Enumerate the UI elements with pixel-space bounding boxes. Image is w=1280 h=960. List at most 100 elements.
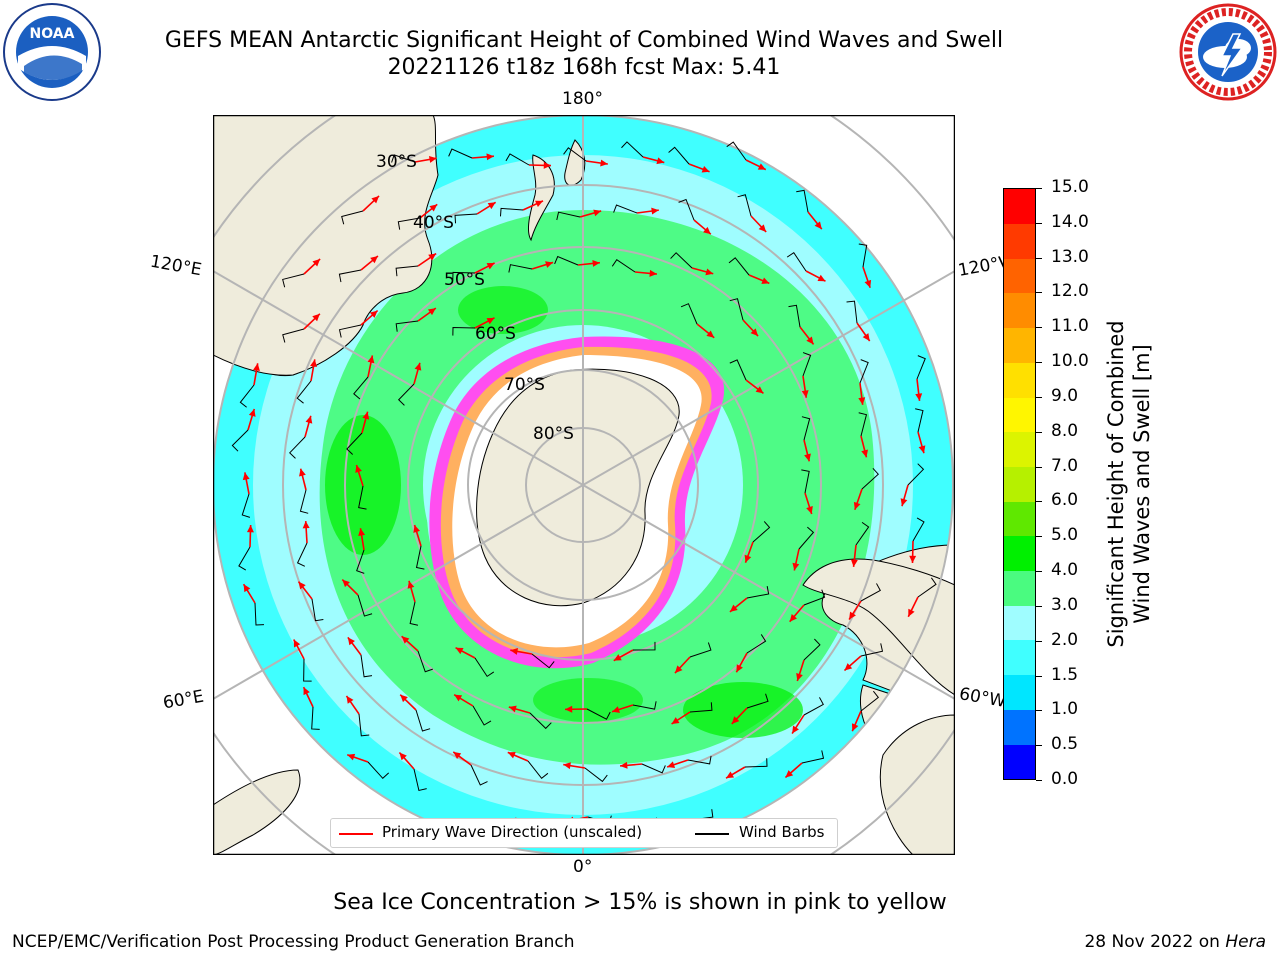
wave-arrow-head (620, 761, 628, 769)
wind-barb (752, 521, 771, 543)
wind-barb (860, 583, 881, 602)
wind-barb (729, 298, 744, 321)
wind-barb (687, 755, 712, 765)
wave-direction-swatch (339, 833, 373, 835)
wind-barb (357, 594, 373, 617)
colorbar (1003, 188, 1036, 780)
colorbar-tick-label: 13.0 (1051, 247, 1089, 267)
wind-barb (728, 257, 750, 276)
wave-arrow-head (918, 445, 926, 454)
wave-arrow-head (428, 156, 437, 163)
wind-barb (556, 211, 581, 221)
wind-barb (584, 767, 608, 783)
wind-barb (338, 269, 362, 283)
wind-barb (531, 653, 555, 669)
wind-barb (670, 252, 693, 269)
wind-barb (338, 324, 362, 338)
wind-barb (353, 376, 369, 400)
colorbar-tick-label: 3.0 (1051, 595, 1079, 615)
wave-arrow-head (850, 559, 858, 567)
colorbar-tick-label: 9.0 (1051, 386, 1079, 406)
wind-barb (803, 638, 821, 661)
wave-arrow-head (362, 411, 370, 420)
wave-arrow-head (312, 313, 320, 322)
wave-arrow-head (706, 330, 715, 338)
wind-barb (915, 408, 924, 433)
colorbar-tick (1036, 397, 1042, 398)
wind-barb (786, 252, 807, 272)
colorbar-tick (1036, 606, 1042, 607)
wave-direction-label: Primary Wave Direction (unscaled) (382, 823, 643, 841)
wind-barb (689, 642, 712, 658)
wave-arrow-head (400, 694, 408, 703)
wave-arrow-head (414, 362, 422, 371)
colorbar-title: Significant Height of Combined Wind Wave… (1103, 184, 1155, 784)
colorbar-tick (1036, 710, 1042, 711)
wave-arrow-head (248, 408, 256, 417)
wind-barb (452, 271, 476, 281)
wind-barb (356, 549, 365, 574)
wind-barb (499, 207, 524, 217)
colorbar-tick (1036, 536, 1042, 537)
wind-barb (632, 701, 657, 710)
wind-barb (798, 526, 815, 550)
wind-barb (239, 384, 255, 408)
wave-arrow-head (792, 725, 799, 734)
wave-arrow-head (242, 472, 250, 481)
wave-arrow-head (801, 390, 809, 398)
wind-barb (238, 546, 251, 571)
polar-map (213, 115, 955, 855)
colorbar-segment (1004, 223, 1035, 259)
wind-barb (452, 327, 476, 336)
wind-barb (341, 210, 364, 225)
wave-arrow-head (298, 581, 306, 590)
wave-arrow-head (755, 386, 764, 394)
wind-barb (395, 265, 419, 277)
wave-arrow-head (600, 159, 608, 167)
wind-barb (746, 693, 769, 709)
wind-barb (796, 189, 809, 213)
wind-barb (860, 643, 884, 657)
wave-arrow-head (909, 555, 917, 563)
wave-arrow-head (453, 751, 462, 760)
svg-text:NOAA: NOAA (30, 26, 75, 42)
lon-label-60e: 60°E (161, 686, 206, 714)
colorbar-segment (1004, 466, 1035, 502)
wind-barb (391, 154, 416, 163)
colorbar-segment (1004, 327, 1035, 363)
lat-label-30s: 30°S (376, 152, 417, 172)
colorbar-tick-label: 0.0 (1051, 769, 1079, 789)
wind-barb (860, 690, 880, 712)
colorbar-segment (1004, 293, 1035, 329)
colorbar-tick-label: 1.0 (1051, 699, 1079, 719)
colorbar-tick (1036, 745, 1042, 746)
sea-ice-note: Sea Ice Concentration > 15% is shown in … (333, 890, 947, 915)
wave-arrow-head (543, 161, 551, 169)
wave-arrow-head (428, 253, 437, 261)
colorbar-tick-label: 0.5 (1051, 734, 1079, 754)
wave-arrow-head (355, 464, 362, 473)
wave-arrow-head (649, 269, 657, 277)
wind-barb (254, 602, 264, 626)
lon-label-60w: 60°W (957, 684, 1008, 712)
colorbar-segment (1004, 640, 1035, 676)
colorbar-tick-label: 11.0 (1051, 316, 1089, 336)
wind-barb (668, 146, 690, 165)
wind-barb (801, 469, 810, 494)
colorbar-tick (1036, 432, 1042, 433)
wave-arrow-head (486, 262, 495, 270)
wave-arrow-head (862, 333, 870, 341)
wave-arrow-head (346, 695, 354, 704)
chart-subtitle: 20221126 t18z 168h fcst Max: 5.41 (387, 55, 781, 80)
wave-arrow-head (342, 579, 350, 588)
colorbar-segment (1004, 536, 1035, 572)
wind-barb (358, 485, 367, 510)
wave-arrow-head (858, 397, 866, 405)
lat-label-50s: 50°S (444, 270, 485, 290)
wave-arrow-head (347, 637, 355, 646)
wave-arrow-head (299, 468, 306, 477)
wave-arrow-head (593, 209, 602, 217)
wind-barb (415, 709, 431, 732)
wave-arrow-head (703, 226, 711, 235)
wave-arrow-head (908, 608, 915, 617)
